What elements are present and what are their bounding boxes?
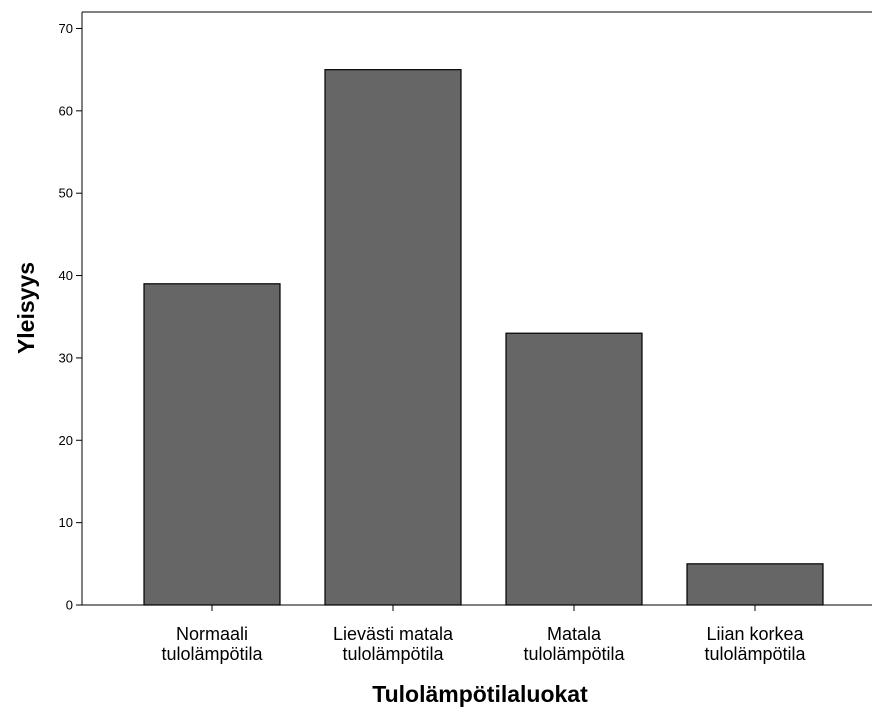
x-axis: Normaali tulolämpötila Lievästi matala tulo…	[82, 604, 872, 664]
x-category-label: Lievästi matala tulolämpötila	[333, 624, 454, 664]
bar	[143, 283, 281, 606]
bar	[686, 563, 824, 606]
y-tick-label: 70	[59, 21, 73, 36]
bar	[324, 69, 462, 606]
x-category-label: Matala tulolämpötila	[523, 624, 625, 664]
bar	[505, 332, 643, 606]
y-tick-label: 20	[59, 433, 73, 448]
x-category-label: Liian korkea tulolämpötila	[704, 624, 806, 664]
y-axis-title: Yleisyys	[13, 262, 39, 354]
y-tick-label: 60	[59, 103, 73, 118]
y-axis: 0 10 20 30 40 50 60 70	[59, 12, 83, 613]
x-category-label: Normaali tulolämpötila	[161, 624, 263, 664]
bars	[143, 69, 824, 606]
y-tick-label: 40	[59, 268, 73, 283]
y-tick-label: 10	[59, 515, 73, 530]
y-tick-label: 0	[66, 598, 73, 613]
y-tick-label: 30	[59, 350, 73, 365]
x-axis-title: Tulolämpötilaluokat	[372, 681, 588, 707]
y-tick-label: 50	[59, 186, 73, 201]
